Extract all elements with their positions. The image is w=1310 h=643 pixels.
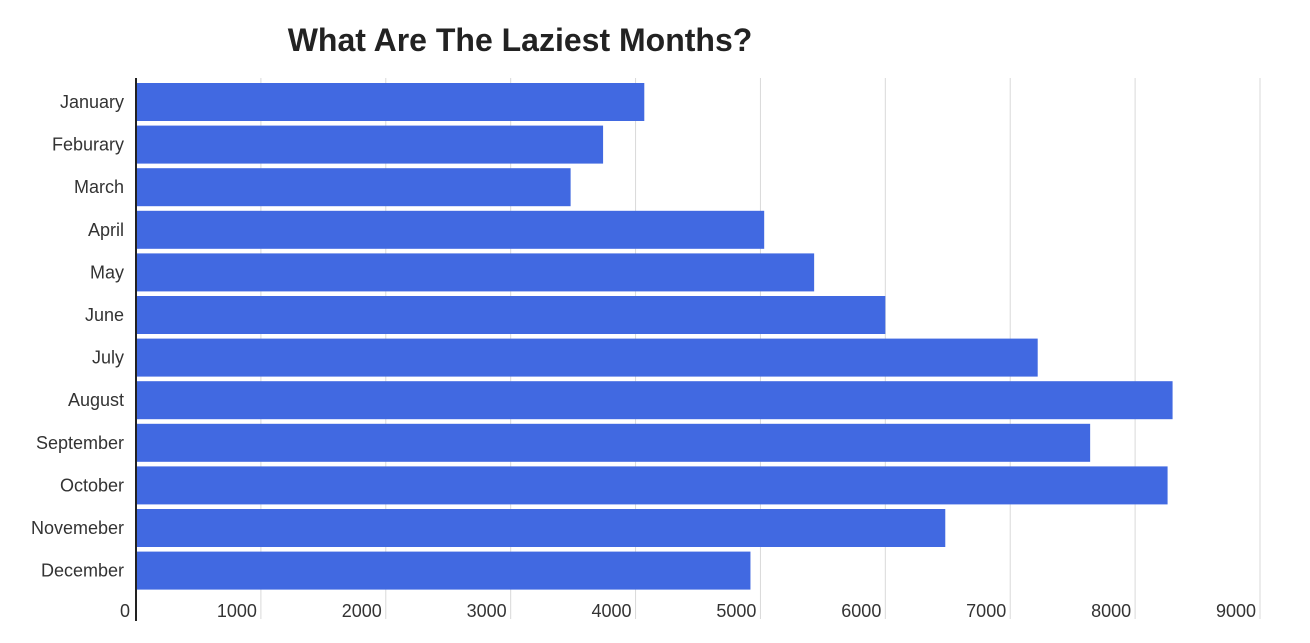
bars — [136, 83, 1173, 590]
x-tick-label: 3000 — [467, 601, 507, 621]
bar-january — [136, 83, 645, 121]
category-label: Feburary — [52, 135, 124, 155]
category-label: May — [90, 262, 124, 282]
bar-april — [136, 210, 765, 249]
category-label: June — [85, 305, 124, 325]
x-tick-label: 2000 — [342, 601, 382, 621]
bar-december — [136, 551, 751, 590]
bar-june — [136, 296, 886, 334]
category-label: April — [88, 220, 124, 240]
bar-may — [136, 253, 815, 292]
x-tick-label: 1000 — [217, 601, 257, 621]
bar-feburary — [136, 125, 604, 164]
bar-october — [136, 466, 1168, 505]
category-label: August — [68, 390, 124, 410]
category-label: March — [74, 177, 124, 197]
bar-march — [136, 168, 571, 207]
category-label: September — [36, 433, 124, 453]
category-label: July — [92, 348, 124, 368]
bar-novemeber — [136, 509, 946, 547]
category-label: December — [41, 561, 124, 581]
x-tick-label: 5000 — [716, 601, 756, 621]
bar-july — [136, 338, 1038, 377]
x-tick-label: 4000 — [592, 601, 632, 621]
x-tick-label: 8000 — [1091, 601, 1131, 621]
category-label: October — [60, 475, 124, 495]
bar-august — [136, 381, 1173, 420]
category-label: January — [60, 92, 124, 112]
category-labels: January Feburary March April May June July Augu… — [31, 92, 124, 581]
x-tick-label: 0 — [120, 601, 130, 621]
category-label: Novemeber — [31, 518, 124, 538]
x-tick-label: 9000 — [1216, 601, 1256, 621]
x-tick-labels: 0 1000 2000 3000 4000 5000 6000 7000 8000 9000 — [120, 601, 1256, 621]
x-tick-label: 7000 — [966, 601, 1006, 621]
chart-title: What Are The Laziest Months? — [287, 22, 753, 58]
x-tick-label: 6000 — [841, 601, 881, 621]
bar-september — [136, 423, 1091, 462]
